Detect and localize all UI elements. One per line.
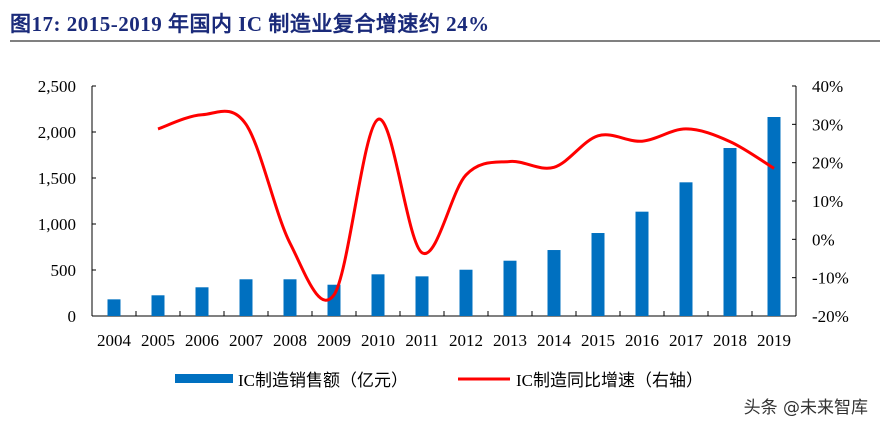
left-tick-label: 0 [68, 307, 77, 326]
right-tick-label: -10% [812, 269, 849, 288]
title-divider [10, 40, 880, 42]
legend-bar-label: IC制造销售额（亿元） [238, 371, 408, 390]
x-tick-label: 2007 [229, 331, 264, 350]
left-tick-label: 1,500 [38, 169, 76, 188]
x-tick-label: 2009 [317, 331, 351, 350]
legend-bar-swatch [175, 374, 233, 383]
left-tick-label: 2,000 [38, 123, 76, 142]
x-tick-label: 2010 [361, 331, 395, 350]
left-tick-label: 1,000 [38, 215, 76, 234]
growth-line [157, 109, 775, 302]
right-tick-label: 10% [812, 192, 843, 211]
x-tick-label: 2018 [713, 331, 747, 350]
bar-2006 [195, 287, 209, 316]
bar-2015 [591, 233, 605, 316]
x-tick-label: 2005 [141, 331, 175, 350]
chart-title: 图17: 2015-2019 年国内 IC 制造业复合增速约 24% [10, 12, 490, 36]
bar-2016 [635, 211, 649, 316]
right-tick-label: -20% [812, 307, 849, 326]
x-tick-label: 2011 [405, 331, 438, 350]
x-tick-label: 2015 [581, 331, 615, 350]
bar-2004 [107, 299, 121, 316]
right-tick-label: 40% [812, 77, 843, 96]
left-tick-label: 500 [51, 261, 77, 280]
x-tick-label: 2014 [537, 331, 572, 350]
x-tick-label: 2017 [669, 331, 704, 350]
bar-2014 [547, 250, 561, 316]
x-tick-label: 2004 [97, 331, 132, 350]
bar-2019 [767, 117, 781, 316]
bar-2017 [679, 182, 693, 316]
right-tick-label: 0% [812, 230, 835, 249]
right-tick-label: 30% [812, 115, 843, 134]
x-tick-label: 2019 [757, 331, 791, 350]
x-tick-label: 2006 [185, 331, 219, 350]
bar-2007 [239, 279, 253, 316]
bar-2009 [327, 284, 341, 316]
x-tick-label: 2016 [625, 331, 659, 350]
bar-2010 [371, 274, 385, 316]
bar-2013 [503, 260, 517, 316]
bar-2011 [415, 276, 429, 316]
x-tick-label: 2012 [449, 331, 483, 350]
bar-2005 [151, 295, 165, 316]
bar-2008 [283, 279, 297, 316]
bar-2018 [723, 148, 737, 316]
left-tick-label: 2,500 [38, 77, 76, 96]
x-tick-label: 2008 [273, 331, 307, 350]
x-tick-label: 2013 [493, 331, 527, 350]
bar-2012 [459, 269, 473, 316]
legend-line-label: IC制造同比增速（右轴） [516, 371, 703, 390]
watermark: 头条 @未来智库 [743, 398, 868, 418]
right-tick-label: 20% [812, 154, 843, 173]
